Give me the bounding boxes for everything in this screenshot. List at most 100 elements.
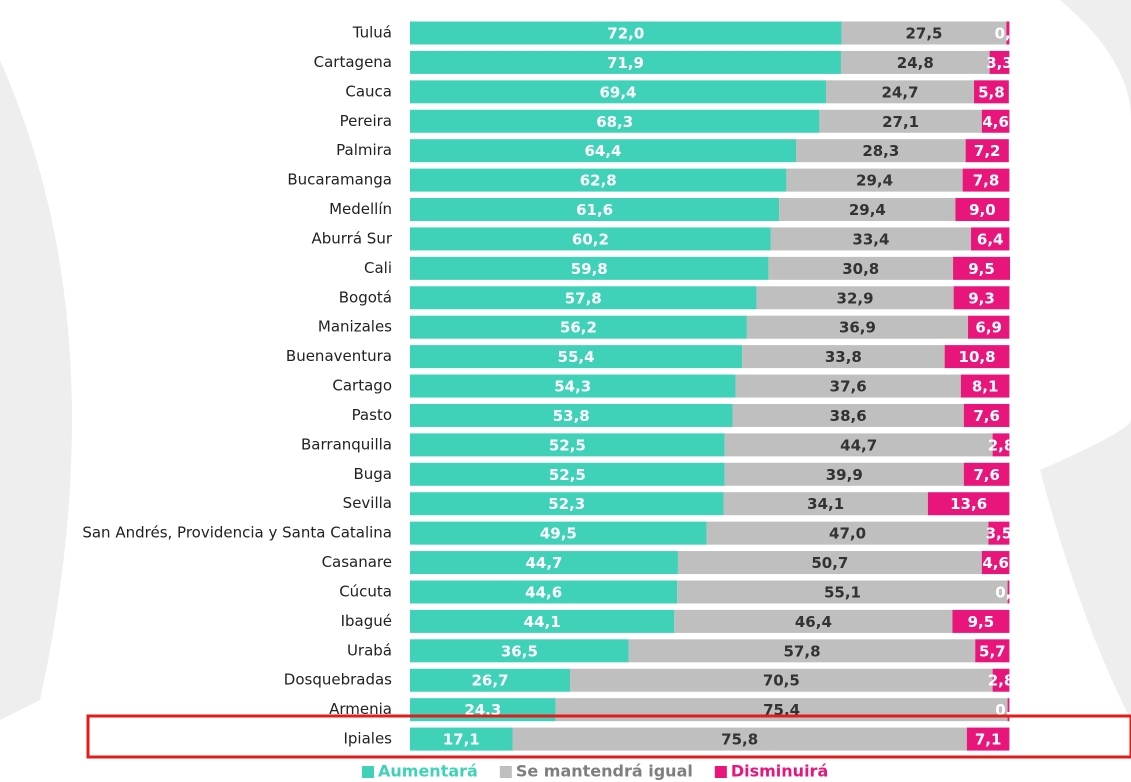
- bar-segment: [768, 256, 954, 280]
- bar-segment: [410, 551, 678, 575]
- bar-segment: [770, 227, 972, 251]
- value-label: 44,6: [525, 583, 562, 601]
- value-label: 28,3: [862, 142, 899, 160]
- bar-segment: [953, 256, 1010, 280]
- category-label: Cúcuta: [339, 582, 392, 600]
- category-label: Armenia: [329, 700, 392, 718]
- category-label: Pereira: [340, 112, 392, 130]
- bar-segment: [410, 668, 571, 692]
- bar-segment: [724, 433, 993, 457]
- background-shape: [0, 60, 72, 720]
- bar-segment: [410, 462, 725, 486]
- value-label: 61,6: [576, 201, 613, 219]
- bar-segment: [410, 433, 725, 457]
- category-label: Cali: [364, 259, 392, 277]
- bar-segment: [840, 50, 990, 74]
- bar-segment: [410, 80, 826, 104]
- value-label: 49,5: [540, 525, 577, 543]
- category-label: Manizales: [318, 318, 392, 336]
- value-label: 62,8: [580, 172, 617, 190]
- value-label: 7,2: [974, 142, 1001, 160]
- value-label: 9,5: [968, 260, 995, 278]
- value-label: 9,3: [968, 289, 995, 307]
- value-label: 36,5: [501, 642, 538, 660]
- value-label: 75,8: [721, 731, 758, 749]
- value-label: 3,5: [986, 525, 1013, 543]
- value-label: 26,7: [472, 672, 509, 690]
- value-label: 4,6: [982, 113, 1009, 131]
- value-label: 2,8: [988, 672, 1015, 690]
- bar-segment: [410, 198, 780, 222]
- bar-segment: [825, 80, 975, 104]
- category-label: Ipiales: [343, 730, 392, 748]
- bar-segment: [756, 286, 954, 310]
- bar-segment: [796, 139, 966, 163]
- bar-segment: [706, 521, 989, 545]
- bar-segment: [975, 639, 1010, 663]
- value-label: 13,6: [950, 495, 987, 513]
- legend-label: Disminuirá: [731, 762, 828, 781]
- value-label: 56,2: [560, 319, 597, 337]
- bar-segment: [723, 492, 928, 516]
- category-label: Cauca: [345, 82, 392, 100]
- value-label: 30,8: [842, 260, 879, 278]
- bar-segment: [410, 521, 707, 545]
- bar-segment: [965, 139, 1009, 163]
- bar-segment: [677, 580, 1008, 604]
- value-label: 7,6: [973, 407, 1000, 425]
- legend-label: Aumentará: [378, 762, 478, 781]
- bar-segment: [966, 727, 1010, 751]
- value-label: 5,8: [978, 83, 1005, 101]
- bar-segment: [410, 21, 842, 45]
- legend-swatch: [714, 766, 727, 778]
- bar-segment: [410, 345, 743, 369]
- value-label: 32,9: [837, 289, 874, 307]
- value-label: 52,5: [549, 436, 586, 454]
- category-label: Medellín: [329, 200, 392, 218]
- category-label: Bogotá: [339, 288, 392, 306]
- legend-swatch: [362, 766, 374, 778]
- value-label: 10,8: [959, 348, 996, 366]
- bar-segment: [786, 168, 963, 192]
- value-label: 29,4: [849, 201, 886, 219]
- value-label: 17,1: [443, 731, 480, 749]
- value-label: 59,8: [571, 260, 608, 278]
- value-label: 44,1: [524, 613, 561, 631]
- value-label: 52,3: [548, 495, 585, 513]
- value-label: 24,7: [882, 83, 919, 101]
- category-label: Urabá: [347, 641, 392, 659]
- value-label: 29,4: [856, 172, 893, 190]
- value-label: 70,5: [763, 672, 800, 690]
- bar-segment: [1007, 580, 1010, 604]
- value-label: 57,8: [784, 642, 821, 660]
- value-label: 55,1: [824, 583, 861, 601]
- bar-segment: [971, 227, 1010, 251]
- bar-segment: [570, 668, 993, 692]
- value-label: 36,9: [839, 319, 876, 337]
- bar-segment: [410, 286, 757, 310]
- value-label: 6,4: [977, 230, 1004, 248]
- value-label: 54,3: [554, 378, 591, 396]
- value-label: 44,7: [840, 436, 877, 454]
- bar-segment: [927, 492, 1010, 516]
- bar-segment: [992, 433, 1010, 457]
- value-label: 55,4: [558, 348, 595, 366]
- highlight-box: [86, 714, 1131, 759]
- value-label: 24,8: [897, 54, 934, 72]
- value-label: 71,9: [607, 54, 644, 72]
- category-label: Buenaventura: [286, 347, 392, 365]
- background-shape: [1060, 0, 1131, 120]
- bar-segment: [735, 374, 961, 398]
- category-label: Cartago: [332, 377, 392, 395]
- bar-segment: [992, 668, 1010, 692]
- bar-segment: [1007, 698, 1010, 722]
- value-label: 33,4: [852, 230, 889, 248]
- category-label: Sevilla: [343, 494, 392, 512]
- bar-segment: [819, 109, 982, 133]
- bar-segment: [677, 551, 982, 575]
- value-label: 44,7: [525, 554, 562, 572]
- category-label: Palmira: [336, 141, 392, 159]
- bar-segment: [953, 286, 1010, 310]
- bar-segment: [410, 609, 675, 633]
- value-label: 5,7: [979, 642, 1006, 660]
